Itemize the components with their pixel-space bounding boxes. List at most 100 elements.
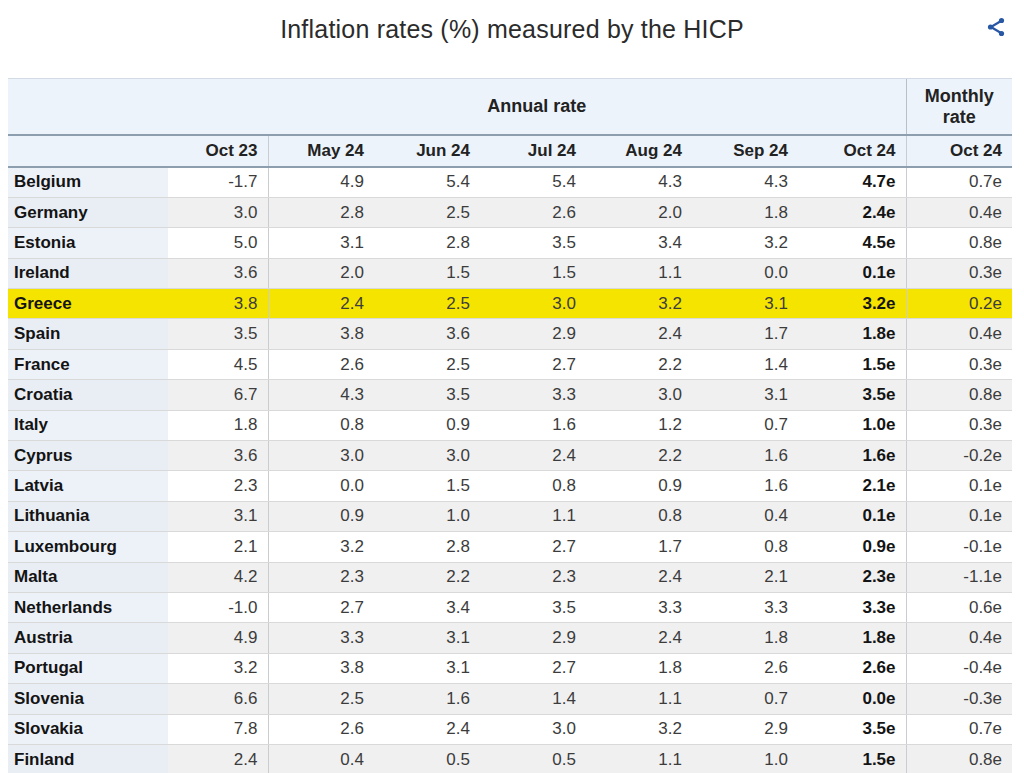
monthly-value-cell: 0.8e — [906, 228, 1012, 258]
annual-value-cell: 2.4 — [268, 289, 374, 319]
country-cell: Austria — [8, 623, 168, 653]
annual-value-cell: 5.0 — [168, 228, 268, 258]
table-row: Finland2.40.40.50.51.11.01.5e0.8e — [8, 744, 1012, 773]
annual-value-cell: 2.1 — [168, 532, 268, 562]
annual-value-cell: 2.5 — [374, 289, 480, 319]
annual-value-cell: 0.5 — [374, 744, 480, 773]
annual-value-cell: 0.4 — [268, 744, 374, 773]
annual-value-cell: 3.8 — [168, 289, 268, 319]
monthly-value-cell: -0.2e — [906, 441, 1012, 471]
annual-value-cell: 2.8 — [374, 532, 480, 562]
country-cell: Croatia — [8, 380, 168, 410]
annual-value-cell: 2.7 — [480, 653, 586, 683]
annual-value-cell: 1.0 — [692, 744, 798, 773]
annual-value-cell: 2.5 — [268, 684, 374, 714]
column-header: Oct 24 — [798, 135, 906, 167]
country-cell: Germany — [8, 197, 168, 227]
monthly-value-cell: -0.1e — [906, 532, 1012, 562]
annual-value-cell: 1.0 — [374, 501, 480, 531]
country-cell: Belgium — [8, 167, 168, 197]
annual-value-cell: 0.1e — [798, 258, 906, 288]
annual-value-cell: 3.0 — [268, 441, 374, 471]
monthly-value-cell: 0.8e — [906, 744, 1012, 773]
annual-value-cell: 1.7 — [692, 319, 798, 349]
table-row: Croatia6.74.33.53.33.03.13.5e0.8e — [8, 380, 1012, 410]
inflation-table: Annual rate Monthly rate Oct 23May 24Jun… — [8, 78, 1012, 773]
annual-value-cell: 0.0 — [692, 258, 798, 288]
annual-value-cell: 1.8 — [586, 653, 692, 683]
column-header: Oct 24 — [906, 135, 1012, 167]
page-title: Inflation rates (%) measured by the HICP — [0, 0, 1024, 44]
annual-value-cell: 1.5e — [798, 349, 906, 379]
country-cell: Italy — [8, 410, 168, 440]
annual-value-cell: 2.6 — [268, 349, 374, 379]
annual-value-cell: 0.7 — [692, 684, 798, 714]
annual-value-cell: 3.2e — [798, 289, 906, 319]
annual-value-cell: 0.4 — [692, 501, 798, 531]
monthly-rate-header: Monthly rate — [906, 79, 1012, 136]
annual-value-cell: 3.1 — [374, 653, 480, 683]
table-row: Portugal3.23.83.12.71.82.62.6e-0.4e — [8, 653, 1012, 683]
country-cell: Portugal — [8, 653, 168, 683]
annual-value-cell: 1.6 — [374, 684, 480, 714]
monthly-value-cell: -1.1e — [906, 562, 1012, 592]
table-row: Netherlands-1.02.73.43.53.33.33.3e0.6e — [8, 592, 1012, 622]
country-cell: Slovakia — [8, 714, 168, 744]
annual-value-cell: 2.6 — [268, 714, 374, 744]
table-row: Slovenia6.62.51.61.41.10.70.0e-0.3e — [8, 684, 1012, 714]
annual-rate-header: Annual rate — [168, 79, 906, 136]
monthly-value-cell: 0.8e — [906, 380, 1012, 410]
annual-value-cell: 3.2 — [692, 228, 798, 258]
monthly-rate-label: Monthly rate — [925, 86, 994, 126]
annual-value-cell: 2.6e — [798, 653, 906, 683]
annual-value-cell: 3.3 — [586, 592, 692, 622]
annual-value-cell: 2.1 — [692, 562, 798, 592]
annual-value-cell: 2.0 — [586, 197, 692, 227]
annual-value-cell: 4.9 — [268, 167, 374, 197]
annual-value-cell: 3.0 — [480, 289, 586, 319]
monthly-value-cell: 0.4e — [906, 197, 1012, 227]
column-header: Oct 23 — [168, 135, 268, 167]
annual-value-cell: 3.1 — [692, 380, 798, 410]
country-cell: Luxembourg — [8, 532, 168, 562]
annual-value-cell: 2.7 — [480, 532, 586, 562]
share-button[interactable] — [984, 15, 1008, 39]
annual-value-cell: 2.4 — [586, 623, 692, 653]
annual-value-cell: 5.4 — [374, 167, 480, 197]
annual-value-cell: 0.5 — [480, 744, 586, 773]
annual-value-cell: 1.1 — [586, 258, 692, 288]
table-row: Luxembourg2.13.22.82.71.70.80.9e-0.1e — [8, 532, 1012, 562]
annual-value-cell: 3.2 — [586, 289, 692, 319]
annual-value-cell: 2.7 — [268, 592, 374, 622]
annual-value-cell: 2.3 — [268, 562, 374, 592]
annual-value-cell: 2.1e — [798, 471, 906, 501]
annual-value-cell: 2.5 — [374, 349, 480, 379]
annual-value-cell: 3.5 — [374, 380, 480, 410]
table-row: Belgium-1.74.95.45.44.34.34.7e0.7e — [8, 167, 1012, 197]
monthly-value-cell: 0.3e — [906, 258, 1012, 288]
annual-value-cell: 2.4 — [374, 714, 480, 744]
country-cell: Malta — [8, 562, 168, 592]
column-header: Sep 24 — [692, 135, 798, 167]
annual-value-cell: 4.5 — [168, 349, 268, 379]
annual-value-cell: 2.3 — [168, 471, 268, 501]
annual-value-cell: 2.3e — [798, 562, 906, 592]
annual-value-cell: 3.8 — [268, 319, 374, 349]
column-header: Jun 24 — [374, 135, 480, 167]
monthly-value-cell: 0.1e — [906, 501, 1012, 531]
monthly-value-cell: 0.3e — [906, 349, 1012, 379]
annual-value-cell: 3.3 — [268, 623, 374, 653]
annual-value-cell: 2.3 — [480, 562, 586, 592]
annual-value-cell: 0.0e — [798, 684, 906, 714]
annual-value-cell: 4.3 — [692, 167, 798, 197]
annual-value-cell: 2.4e — [798, 197, 906, 227]
annual-value-cell: 1.1 — [586, 744, 692, 773]
table-row: Spain3.53.83.62.92.41.71.8e0.4e — [8, 319, 1012, 349]
annual-value-cell: 3.1 — [168, 501, 268, 531]
annual-value-cell: 1.5 — [480, 258, 586, 288]
annual-value-cell: 3.5e — [798, 380, 906, 410]
table-row: France4.52.62.52.72.21.41.5e0.3e — [8, 349, 1012, 379]
table-row: Estonia5.03.12.83.53.43.24.5e0.8e — [8, 228, 1012, 258]
annual-value-cell: 0.1e — [798, 501, 906, 531]
annual-value-cell: 1.5 — [374, 258, 480, 288]
